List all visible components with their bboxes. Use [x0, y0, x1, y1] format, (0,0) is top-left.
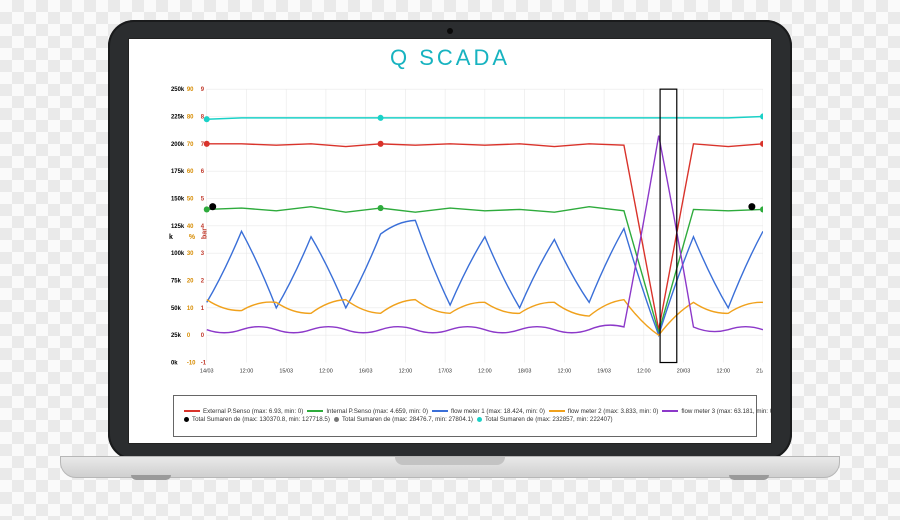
- legend-swatch: [334, 417, 339, 422]
- svg-text:2: 2: [201, 278, 205, 284]
- laptop-frame: Q SCADA 0k25k50k75k100k125k150k175k200k2…: [108, 20, 792, 460]
- legend-label: Total Sumaren de (max: 232857, min: 2224…: [485, 416, 613, 423]
- page-title: Q SCADA: [129, 45, 771, 71]
- svg-text:10: 10: [187, 306, 194, 312]
- legend-swatch: [662, 410, 678, 412]
- svg-text:40: 40: [187, 224, 194, 230]
- svg-text:50k: 50k: [171, 306, 182, 312]
- svg-text:16/03: 16/03: [359, 369, 373, 375]
- legend-label: flow meter 2 (max: 3.833, min: 0): [568, 408, 658, 415]
- legend-label: flow meter 1 (max: 18.424, min: 0): [451, 408, 545, 415]
- svg-text:75k: 75k: [171, 278, 182, 284]
- svg-text:21/03: 21/03: [756, 369, 763, 375]
- laptop-base: [60, 456, 840, 478]
- legend-label: External P.Senso (max: 6.93, min: 0): [203, 408, 303, 415]
- svg-text:125k: 125k: [171, 224, 185, 230]
- svg-text:25k: 25k: [171, 333, 182, 339]
- legend-swatch: [184, 410, 200, 412]
- svg-text:30: 30: [187, 251, 194, 257]
- svg-text:-10: -10: [187, 361, 196, 367]
- foot-left: [131, 475, 171, 480]
- svg-text:17/03: 17/03: [438, 369, 452, 375]
- svg-text:225k: 225k: [171, 114, 185, 120]
- svg-text:70: 70: [187, 142, 194, 148]
- legend-label: flow meter 3 (max: 63.181, min: 0): [681, 408, 772, 415]
- svg-text:6: 6: [201, 169, 205, 175]
- legend-label: Total Sumaren de (max: 130370.8, min: 12…: [192, 416, 330, 423]
- svg-text:-1: -1: [201, 361, 207, 367]
- svg-text:50: 50: [187, 196, 194, 202]
- svg-text:3: 3: [201, 251, 205, 257]
- legend-swatch: [549, 410, 565, 412]
- foot-right: [729, 475, 769, 480]
- svg-text:20: 20: [187, 278, 194, 284]
- svg-text:15/03: 15/03: [279, 369, 293, 375]
- svg-text:k: k: [169, 234, 173, 241]
- svg-text:200k: 200k: [171, 142, 185, 148]
- svg-text:12:00: 12:00: [319, 369, 333, 375]
- svg-text:250k: 250k: [171, 87, 185, 93]
- legend-swatch: [184, 417, 189, 422]
- svg-text:0k: 0k: [171, 361, 178, 367]
- svg-text:175k: 175k: [171, 169, 185, 175]
- svg-text:18/03: 18/03: [518, 369, 532, 375]
- svg-text:12:00: 12:00: [558, 369, 572, 375]
- svg-text:0: 0: [187, 333, 191, 339]
- trackpad-notch: [395, 457, 505, 465]
- svg-text:1: 1: [201, 306, 205, 312]
- camera-dot: [447, 28, 453, 34]
- svg-text:12:00: 12:00: [240, 369, 254, 375]
- svg-text:14/03: 14/03: [200, 369, 214, 375]
- svg-text:12:00: 12:00: [399, 369, 413, 375]
- legend-swatch: [432, 410, 448, 412]
- svg-text:12:00: 12:00: [637, 369, 651, 375]
- svg-text:20/03: 20/03: [677, 369, 691, 375]
- svg-text:150k: 150k: [171, 196, 185, 202]
- svg-text:80: 80: [187, 114, 194, 120]
- svg-text:12:00: 12:00: [716, 369, 730, 375]
- chart-legend: External P.Senso (max: 6.93, min: 0) Inte…: [173, 395, 757, 437]
- screen: Q SCADA 0k25k50k75k100k125k150k175k200k2…: [128, 38, 772, 444]
- svg-text:%: %: [189, 234, 196, 241]
- legend-swatch: [477, 417, 482, 422]
- svg-text:100k: 100k: [171, 251, 185, 257]
- svg-text:19/03: 19/03: [597, 369, 611, 375]
- legend-label: Total Sumaren de (max: 28476.7, min: 278…: [342, 416, 473, 423]
- svg-text:90: 90: [187, 87, 194, 93]
- svg-text:0: 0: [201, 333, 205, 339]
- timeseries-chart: 0k25k50k75k100k125k150k175k200k225k250k …: [167, 81, 763, 387]
- svg-text:9: 9: [201, 87, 205, 93]
- svg-text:12:00: 12:00: [478, 369, 492, 375]
- svg-text:5: 5: [201, 196, 205, 202]
- legend-label: Internal P.Senso (max: 4.659, min: 0): [326, 408, 428, 415]
- legend-swatch: [307, 410, 323, 412]
- svg-text:60: 60: [187, 169, 194, 175]
